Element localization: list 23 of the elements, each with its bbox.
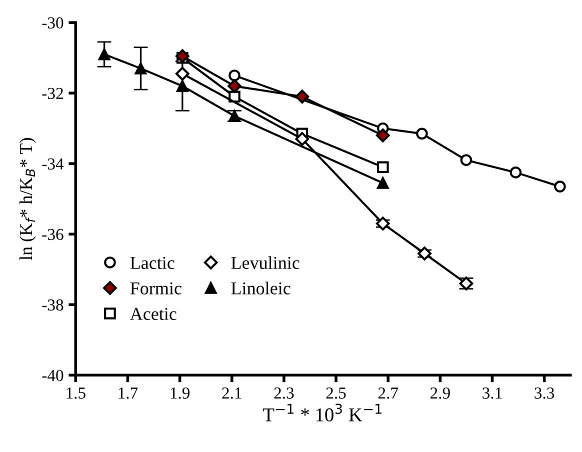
x-tick-label: 2.5	[326, 387, 346, 399]
x-tick-label: 3.1	[482, 387, 502, 399]
x-tick-label: 1.9	[170, 387, 190, 399]
x-tick-label: 3.3	[534, 387, 554, 399]
legend-label: Acetic	[130, 308, 176, 320]
legend-label: Formic	[130, 282, 182, 294]
y-tick-label: -36	[42, 228, 64, 240]
x-tick-label: 2.3	[274, 387, 294, 399]
x-tick-label: 2.9	[430, 387, 450, 399]
x-tick-label: 2.7	[378, 387, 398, 399]
legend-label: Lactic	[130, 256, 174, 269]
legend-label: Levulinic	[231, 256, 300, 269]
y-tick-label: -30	[42, 17, 64, 29]
x-tick-label: 1.7	[118, 388, 138, 399]
y-axis-title: ln (K$_{f}$* h/K$_{B}$* T)	[19, 138, 36, 260]
y-tick-label: -38	[42, 299, 64, 311]
x-tick-label: 2.1	[222, 387, 242, 399]
x-axis-title: T$^{−1}$ * 10$^{3}$ K$^{−1}$	[262, 404, 382, 422]
x-tick-label: 1.5	[66, 388, 86, 399]
y-tick-label: -40	[42, 370, 64, 382]
y-tick-label: -34	[42, 158, 64, 170]
legend-label: Linoleic	[231, 282, 290, 294]
y-tick-label: -32	[42, 88, 63, 100]
